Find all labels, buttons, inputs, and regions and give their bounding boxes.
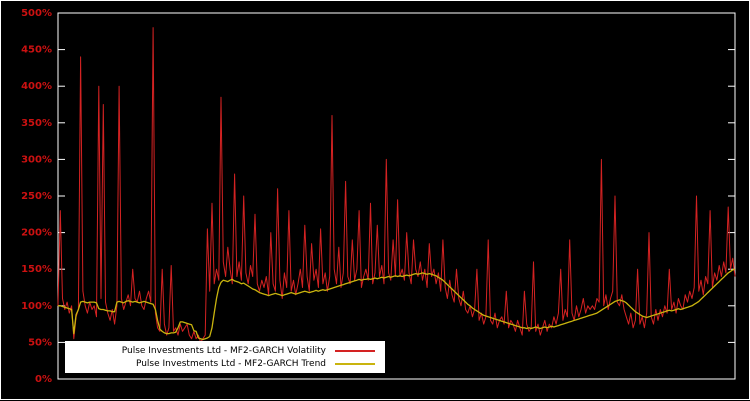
y-axis-tick-label: 100% bbox=[21, 301, 52, 312]
y-axis-tick-label: 250% bbox=[21, 191, 52, 202]
plot-frame bbox=[57, 12, 736, 380]
legend-line-sample-trend bbox=[335, 362, 375, 365]
y-axis-tick-label: 350% bbox=[21, 118, 52, 129]
legend-label-volatility: Pulse Investments Ltd - MF2-GARCH Volati… bbox=[121, 345, 326, 356]
y-axis-tick-label: 200% bbox=[21, 228, 52, 239]
y-axis-tick-label: 500% bbox=[21, 8, 52, 19]
series-line-trend bbox=[58, 268, 736, 341]
y-axis-tick-label: 300% bbox=[21, 154, 52, 165]
legend-item-trend: Pulse Investments Ltd - MF2-GARCH Trend bbox=[75, 357, 375, 370]
legend-item-volatility: Pulse Investments Ltd - MF2-GARCH Volati… bbox=[75, 344, 375, 357]
y-axis-tick-label: 400% bbox=[21, 81, 52, 92]
y-axis-tick-label: 150% bbox=[21, 264, 52, 275]
y-axis-tick-label: 450% bbox=[21, 45, 52, 56]
chart-legend: Pulse Investments Ltd - MF2-GARCH Volati… bbox=[65, 341, 385, 373]
legend-label-trend: Pulse Investments Ltd - MF2-GARCH Trend bbox=[135, 358, 326, 369]
legend-line-sample-volatility bbox=[335, 349, 375, 352]
y-axis-tick-label: 50% bbox=[28, 337, 52, 348]
y-axis-tick-label: 0% bbox=[35, 374, 52, 385]
series-line-volatility bbox=[57, 27, 736, 343]
